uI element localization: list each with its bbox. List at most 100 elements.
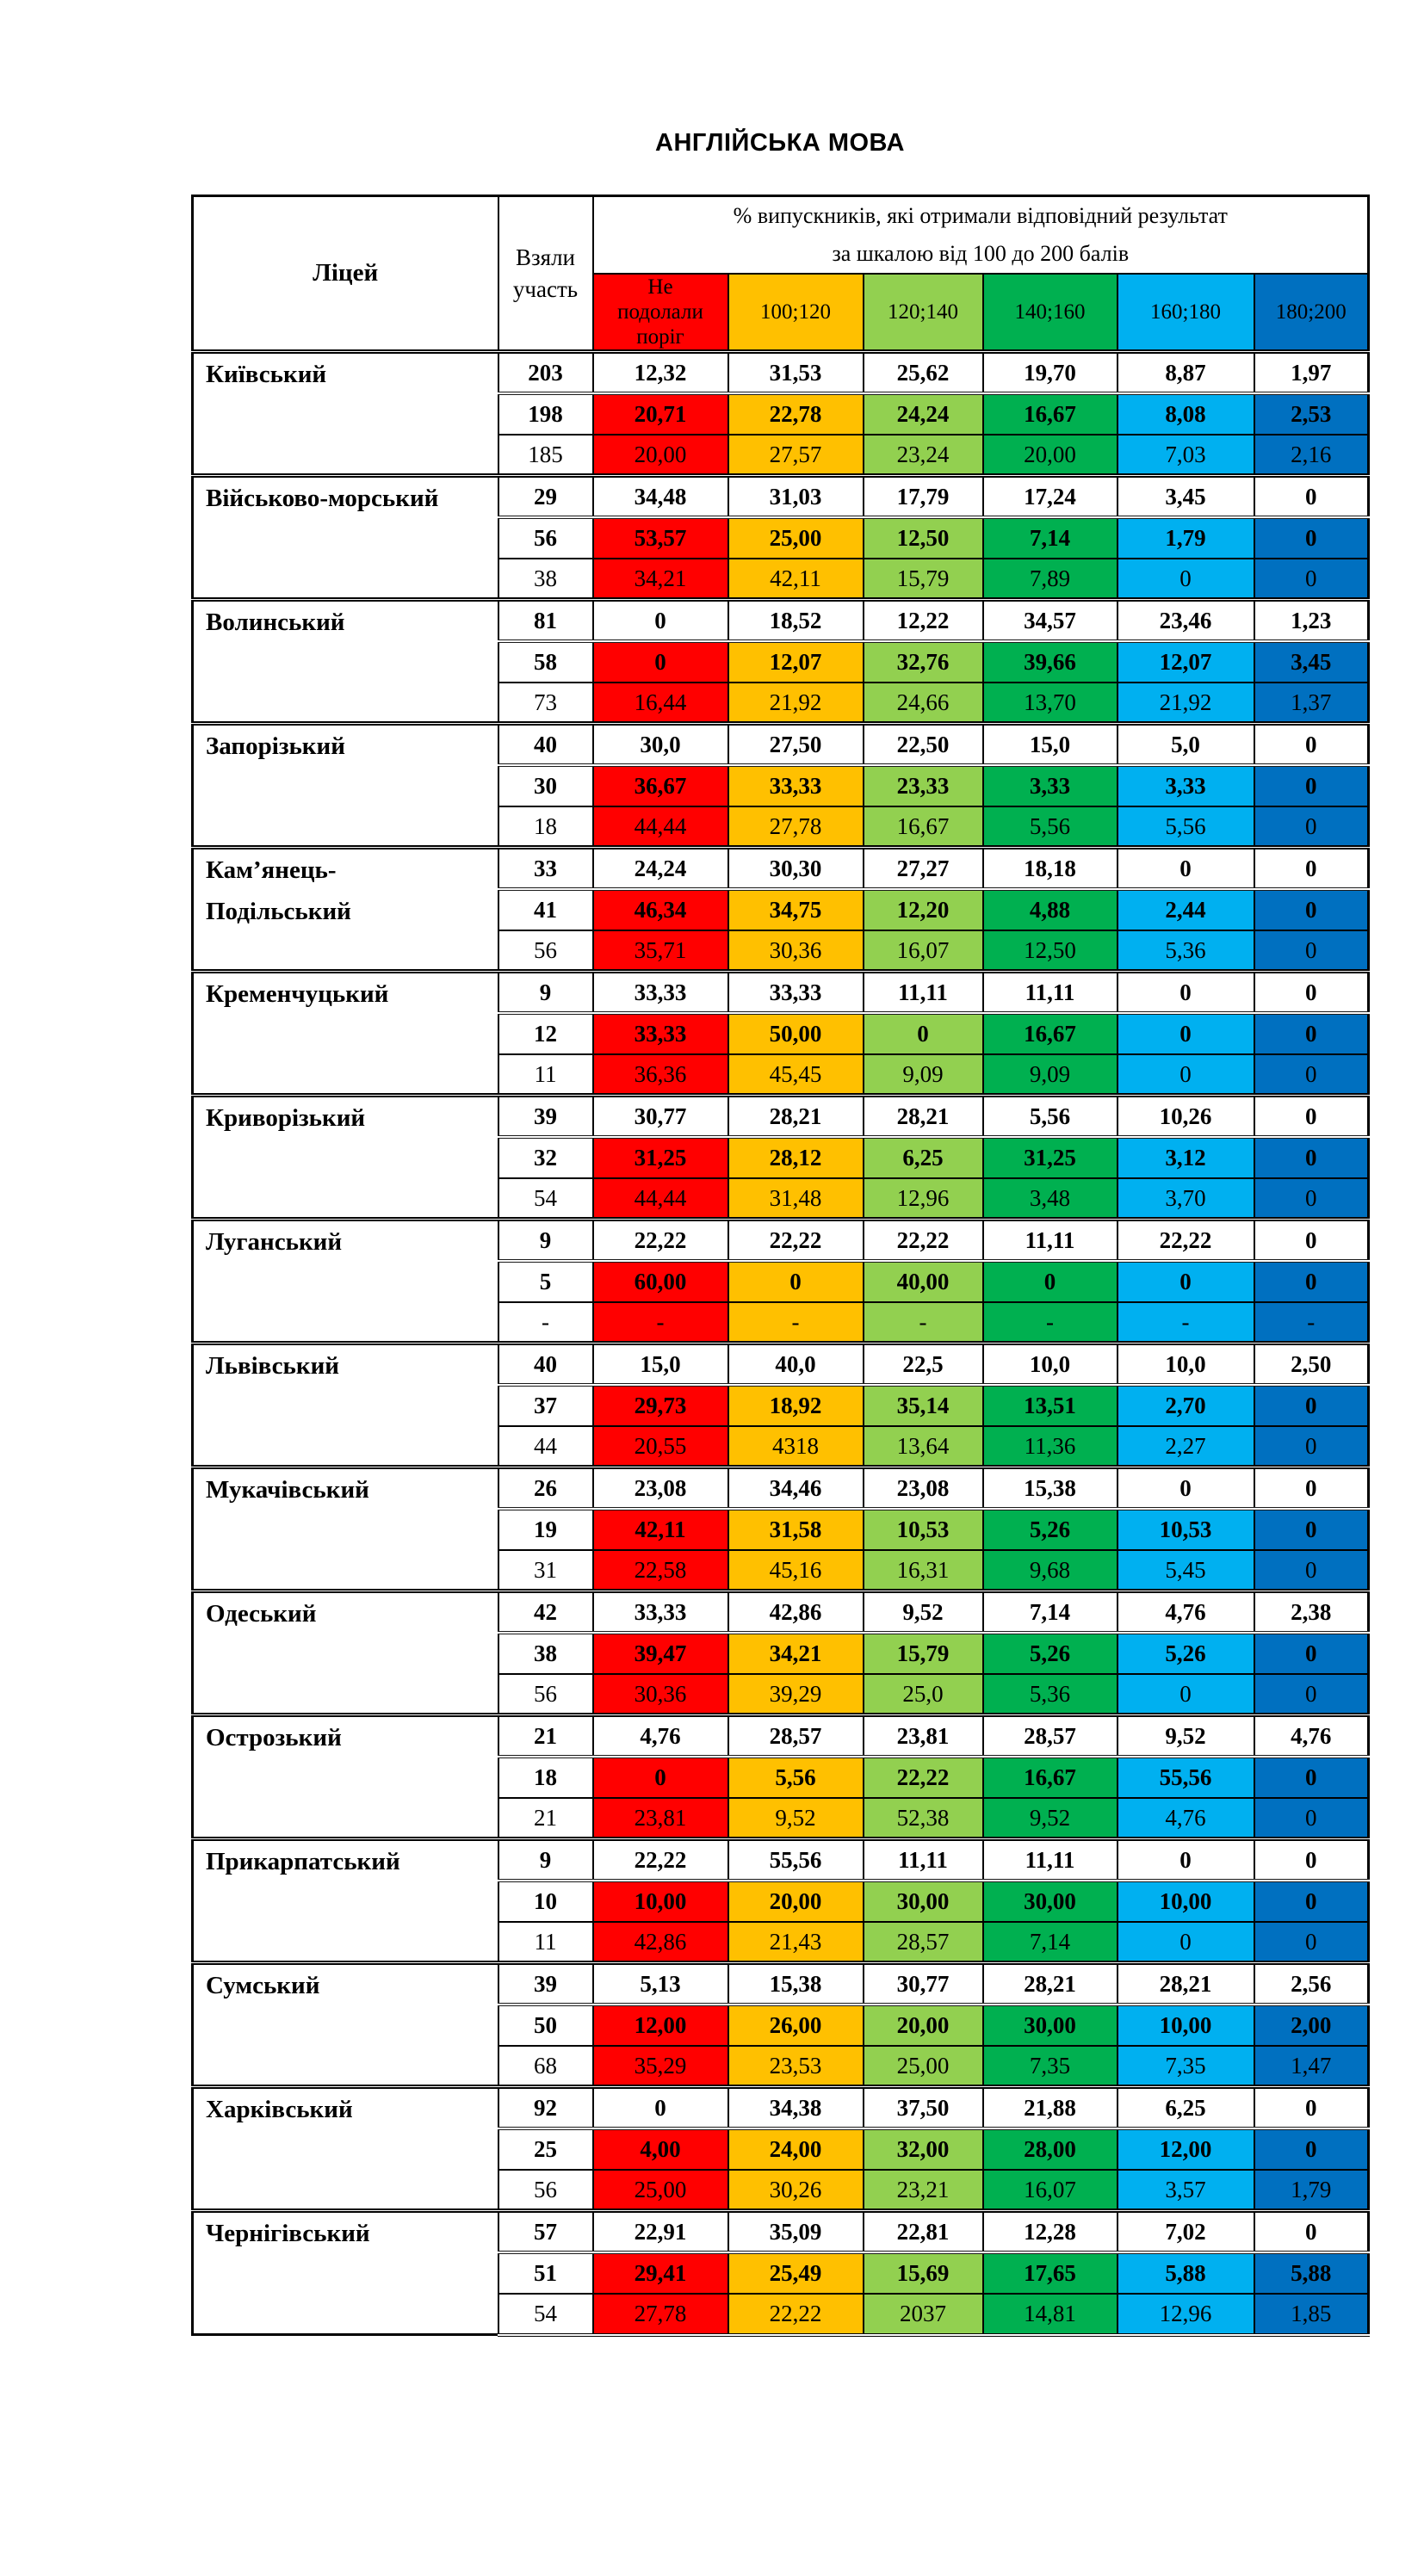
score-value-cell: 2,56 [1253,1961,1370,2005]
participants-count: 33 [497,845,594,890]
participants-count: 56 [497,515,594,559]
score-value-cell: 32,00 [862,2126,984,2171]
score-value-cell: 0 [1253,1672,1370,1716]
lyceum-name: Кременчуцький [191,969,499,1096]
table-row: Прикарпатський 9 22,22 55,56 11,11 11,11 0 0 [191,1837,1370,1964]
score-value-cell: 55,56 [727,1837,864,1881]
score-value-cell: 11,11 [981,1217,1118,1262]
score-value-cell: 34,21 [727,1630,864,1675]
score-value-cell: 40,00 [862,1258,984,1303]
score-value-cell: 0 [1253,763,1370,807]
lyceum-name: Одеський [191,1589,499,1716]
lyceum-name: Львівський [191,1341,499,1468]
table-row: 185 20,00 27,57 23,24 20,00 7,03 2,16 [193,433,1370,477]
score-value-cell: 25,00 [591,2168,729,2212]
participants-count: 54 [497,2292,594,2337]
table-row: 19 42,11 31,58 10,53 5,26 10,53 0 [193,1506,1370,1551]
score-value-cell: 34,57 [981,597,1118,642]
score-value-cell: 0 [1253,1177,1370,1220]
score-value-cell: 34,21 [591,557,729,601]
participants-count: 30 [497,763,594,807]
participants-count: 56 [497,1672,594,1716]
score-value-cell: 27,78 [591,2292,729,2337]
score-value-cell: 31,25 [981,1134,1118,1179]
score-value-cell: 36,36 [591,1053,729,1096]
table-row: Сумський 39 5,13 15,38 30,77 28,21 28,21 2,56 [191,1961,1370,2088]
table-row: 5 60,00 0 40,00 0 0 0 [193,1258,1370,1303]
score-value-cell: 11,11 [862,1837,984,1881]
participants-count: 54 [497,1177,594,1220]
table-row: 44 20,55 4318 13,64 11,36 2,27 0 [193,1424,1370,1468]
score-value-cell: 31,53 [727,349,864,394]
lyceum-name: Прикарпатський [191,1837,499,1964]
score-value-cell: 25,49 [727,2250,864,2295]
score-value-cell: 27,50 [727,721,864,766]
score-value-cell: 13,64 [862,1424,984,1468]
score-value-cell: 23,24 [862,433,984,477]
score-value-cell: 9,52 [727,1796,864,1840]
participants-count: 9 [497,1837,594,1881]
participants-count: 9 [497,969,594,1014]
score-value-cell: 10,00 [591,1878,729,1923]
score-value-cell: 12,50 [981,929,1118,973]
score-value-cell: 35,29 [591,2044,729,2088]
lyceum-name: Харківський [191,2085,499,2212]
table-row: Криворізький 39 30,77 28,21 28,21 5,56 10,26 0 [191,1093,1370,1220]
participants-count: 10 [497,1878,594,1923]
score-value-cell: 20,71 [591,391,729,436]
score-value-cell: 29,73 [591,1382,729,1427]
score-value-cell: 2,38 [1253,1589,1370,1634]
score-value-cell: 22,22 [727,1217,864,1262]
score-value-cell: 0 [1253,1093,1370,1138]
score-value-cell: 5,56 [981,1093,1118,1138]
score-value-cell: 12,20 [862,886,984,931]
score-value-cell: 11,11 [862,969,984,1014]
score-value-cell: 12,07 [727,639,864,683]
score-value-cell: 5,36 [1116,929,1255,973]
score-value-cell: 23,81 [591,1796,729,1840]
score-value-cell: 30,0 [591,721,729,766]
score-value-cell: 0 [1116,1258,1255,1303]
score-value-cell: - [1253,1300,1370,1344]
participants-count: 57 [497,2208,594,2253]
score-value-cell: 5,56 [1116,805,1255,849]
score-value-cell: 3,70 [1116,1177,1255,1220]
score-value-cell: 22,22 [591,1217,729,1262]
score-value-cell: 16,67 [981,391,1118,436]
score-value-cell: 20,00 [862,2002,984,2047]
participants-count: 73 [497,681,594,725]
participants-count: 39 [497,1093,594,1138]
score-value-cell: 24,66 [862,681,984,725]
table-row: Волинський 81 0 18,52 12,22 34,57 23,46 1,23 [191,597,1370,725]
table-row: Кременчуцький 9 33,33 33,33 11,11 11,11 0 0 [191,969,1370,1096]
score-value-cell: 7,14 [981,515,1118,559]
score-value-cell: 28,57 [862,1920,984,1964]
score-value-cell: 0 [591,1754,729,1799]
score-value-cell: 0 [1116,1010,1255,1055]
table-row: Чернігівський 57 22,91 35,09 22,81 12,28 7,02 0 [191,2208,1370,2336]
score-value-cell: 30,77 [862,1961,984,2005]
table-row: 56 25,00 30,26 23,21 16,07 3,57 1,79 [193,2168,1370,2212]
score-value-cell: 0 [1253,1796,1370,1840]
score-value-cell: 12,96 [862,1177,984,1220]
score-value-cell: 20,00 [981,433,1118,477]
score-value-cell: 12,07 [1116,639,1255,683]
lyceum-name: Чернігівський [191,2208,499,2336]
score-value-cell: 10,53 [862,1506,984,1551]
participants-count: - [497,1300,594,1344]
lyceum-name: Волинський [191,597,499,725]
score-value-cell: 0 [1253,1506,1370,1551]
score-value-cell: 1,37 [1253,681,1370,725]
score-value-cell: 24,00 [727,2126,864,2171]
score-value-cell: 23,81 [862,1713,984,1757]
score-value-cell: 30,30 [727,845,864,890]
score-value-cell: 5,26 [1116,1630,1255,1675]
table-row: 31 22,58 45,16 16,31 9,68 5,45 0 [193,1548,1370,1592]
score-column-header: Не подолали поріг [591,273,729,355]
score-value-cell: 42,11 [727,557,864,601]
score-value-cell: 33,33 [591,969,729,1014]
table-row: ------- [193,1300,1370,1344]
score-value-cell: 1,85 [1253,2292,1370,2337]
score-value-cell: 20,55 [591,1424,729,1468]
score-value-cell: 33,33 [591,1589,729,1634]
